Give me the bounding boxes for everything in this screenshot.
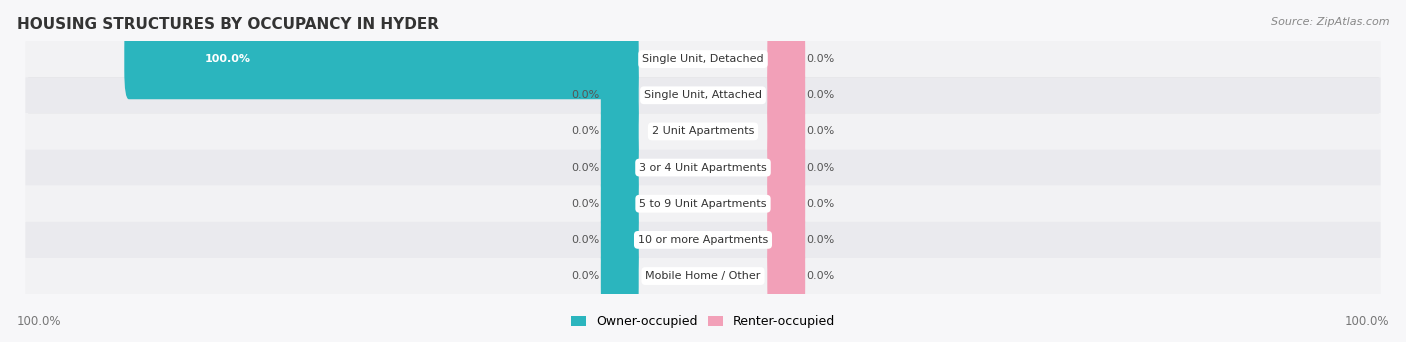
Text: 0.0%: 0.0%	[807, 127, 835, 136]
Text: Source: ZipAtlas.com: Source: ZipAtlas.com	[1271, 17, 1389, 27]
Text: 100.0%: 100.0%	[205, 54, 250, 64]
Text: 0.0%: 0.0%	[807, 271, 835, 281]
Text: 0.0%: 0.0%	[807, 199, 835, 209]
Text: 0.0%: 0.0%	[807, 90, 835, 100]
Text: 0.0%: 0.0%	[571, 127, 599, 136]
Legend: Owner-occupied, Renter-occupied: Owner-occupied, Renter-occupied	[567, 311, 839, 333]
Text: 10 or more Apartments: 10 or more Apartments	[638, 235, 768, 245]
FancyBboxPatch shape	[25, 77, 1381, 113]
Text: 3 or 4 Unit Apartments: 3 or 4 Unit Apartments	[640, 162, 766, 173]
Text: 100.0%: 100.0%	[17, 315, 62, 328]
Text: 0.0%: 0.0%	[571, 162, 599, 173]
FancyBboxPatch shape	[600, 128, 638, 208]
FancyBboxPatch shape	[768, 91, 806, 172]
Text: 0.0%: 0.0%	[807, 54, 835, 64]
FancyBboxPatch shape	[25, 113, 1381, 149]
Text: 100.0%: 100.0%	[1344, 315, 1389, 328]
FancyBboxPatch shape	[600, 163, 638, 244]
FancyBboxPatch shape	[600, 200, 638, 280]
FancyBboxPatch shape	[768, 200, 806, 280]
FancyBboxPatch shape	[768, 236, 806, 316]
Text: 0.0%: 0.0%	[571, 271, 599, 281]
FancyBboxPatch shape	[25, 258, 1381, 294]
Text: Mobile Home / Other: Mobile Home / Other	[645, 271, 761, 281]
FancyBboxPatch shape	[600, 91, 638, 172]
Text: 0.0%: 0.0%	[807, 162, 835, 173]
Text: 0.0%: 0.0%	[571, 235, 599, 245]
FancyBboxPatch shape	[124, 19, 638, 99]
Text: 5 to 9 Unit Apartments: 5 to 9 Unit Apartments	[640, 199, 766, 209]
FancyBboxPatch shape	[600, 236, 638, 316]
Text: 0.0%: 0.0%	[571, 199, 599, 209]
FancyBboxPatch shape	[25, 222, 1381, 258]
FancyBboxPatch shape	[768, 128, 806, 208]
FancyBboxPatch shape	[768, 19, 806, 99]
Text: 0.0%: 0.0%	[807, 235, 835, 245]
Text: HOUSING STRUCTURES BY OCCUPANCY IN HYDER: HOUSING STRUCTURES BY OCCUPANCY IN HYDER	[17, 17, 439, 32]
FancyBboxPatch shape	[768, 163, 806, 244]
Text: Single Unit, Detached: Single Unit, Detached	[643, 54, 763, 64]
FancyBboxPatch shape	[25, 186, 1381, 222]
FancyBboxPatch shape	[768, 55, 806, 135]
FancyBboxPatch shape	[25, 41, 1381, 77]
Text: 0.0%: 0.0%	[571, 90, 599, 100]
Text: 2 Unit Apartments: 2 Unit Apartments	[652, 127, 754, 136]
Text: Single Unit, Attached: Single Unit, Attached	[644, 90, 762, 100]
FancyBboxPatch shape	[600, 55, 638, 135]
FancyBboxPatch shape	[25, 149, 1381, 186]
